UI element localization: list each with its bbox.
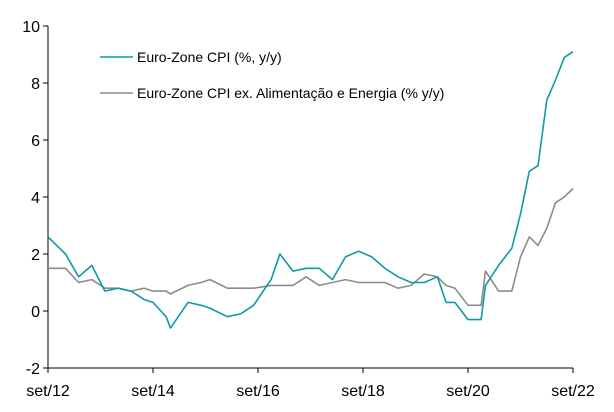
- y-tick-label: -2: [26, 361, 40, 378]
- y-tick-label: 4: [31, 190, 40, 207]
- x-tick-label: set/14: [131, 383, 175, 400]
- x-tick-label: set/22: [551, 383, 595, 400]
- y-tick-label: 6: [31, 133, 40, 150]
- series-line-cpi: [47, 51, 574, 329]
- y-tick-label: 10: [22, 19, 40, 36]
- x-tick-label: set/12: [26, 383, 70, 400]
- x-tick-label: set/20: [446, 383, 490, 400]
- x-tick-label: set/18: [341, 383, 385, 400]
- legend-label-core-cpi: Euro-Zone CPI ex. Alimentação e Energia …: [137, 85, 444, 101]
- x-axis: set/12 set/14 set/16 set/18 set/20 set/22: [26, 367, 595, 400]
- series-line-core-cpi: [48, 187, 574, 307]
- x-tick-label: set/16: [236, 383, 280, 400]
- legend: Euro-Zone CPI (%, y/y) Euro-Zone CPI ex.…: [100, 49, 444, 101]
- y-tick-label: 2: [31, 247, 40, 264]
- y-tick-label: 0: [31, 304, 40, 321]
- y-tick-label: 8: [31, 76, 40, 93]
- y-axis: -2 0 2 4 6 8 10: [22, 19, 49, 378]
- legend-label-cpi: Euro-Zone CPI (%, y/y): [137, 49, 282, 65]
